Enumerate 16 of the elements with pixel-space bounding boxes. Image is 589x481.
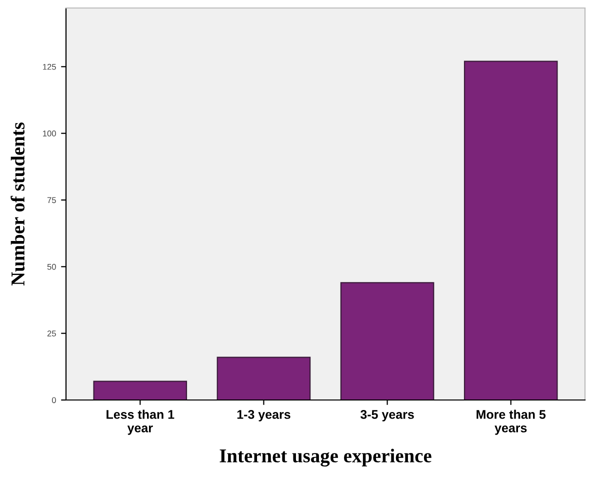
bar bbox=[216, 356, 311, 400]
y-tick-label: 75 bbox=[47, 197, 56, 204]
bar bbox=[464, 60, 558, 400]
y-tick-label: 125 bbox=[43, 64, 56, 70]
y-axis-title: Number of students bbox=[10, 122, 25, 286]
bar bbox=[340, 282, 434, 400]
y-tick-label: 25 bbox=[47, 330, 56, 336]
y-tick-label: 50 bbox=[47, 264, 56, 270]
y-tick-label: 100 bbox=[43, 130, 56, 136]
y-tick-label: 0 bbox=[52, 397, 56, 404]
x-tick-label: 3-5 years bbox=[360, 410, 414, 422]
x-tick-label: More than 5 years bbox=[476, 410, 546, 435]
x-axis-title: Internet usage experience bbox=[220, 448, 432, 467]
bar bbox=[93, 380, 188, 400]
x-tick-label: 1-3 years bbox=[237, 410, 290, 422]
x-tick-label: Less than 1 year bbox=[106, 410, 174, 435]
